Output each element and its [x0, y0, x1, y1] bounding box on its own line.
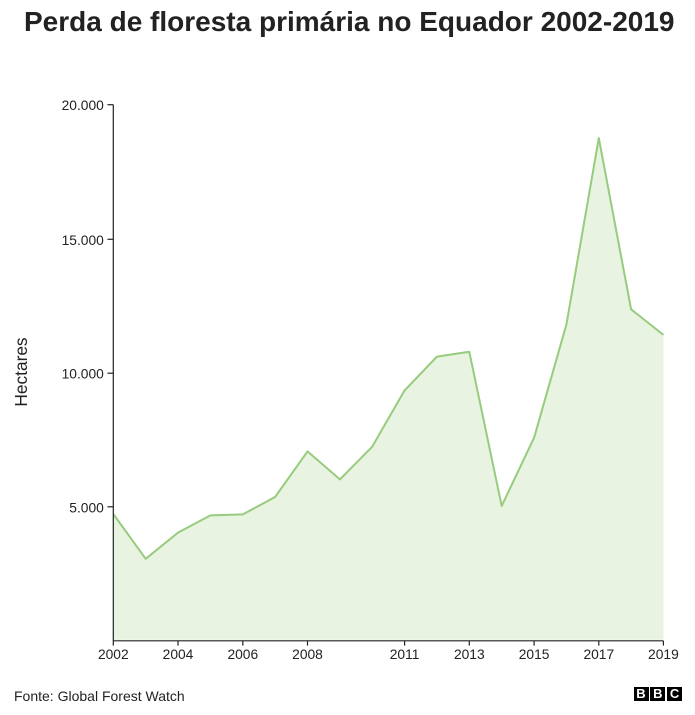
svg-text:2015: 2015	[519, 647, 550, 662]
svg-text:2004: 2004	[163, 647, 194, 662]
svg-text:2019: 2019	[648, 647, 679, 662]
svg-text:2002: 2002	[98, 647, 129, 662]
svg-text:2006: 2006	[227, 647, 258, 662]
svg-text:15.000: 15.000	[62, 233, 105, 248]
svg-text:10.000: 10.000	[62, 367, 105, 382]
svg-text:2017: 2017	[583, 647, 614, 662]
svg-text:5.000: 5.000	[69, 500, 104, 515]
svg-text:2013: 2013	[454, 647, 485, 662]
svg-text:20.000: 20.000	[62, 98, 105, 113]
svg-text:2008: 2008	[292, 647, 323, 662]
svg-text:Hectares: Hectares	[11, 337, 31, 407]
svg-text:2011: 2011	[390, 647, 420, 662]
